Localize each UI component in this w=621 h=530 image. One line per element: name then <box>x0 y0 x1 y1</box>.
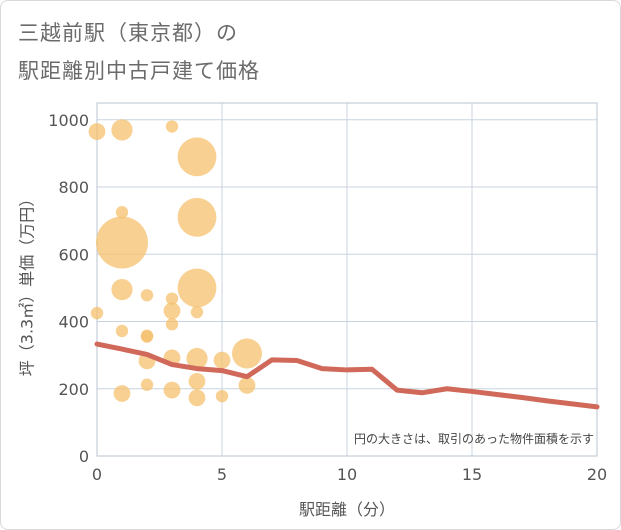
bubble-point <box>188 389 206 407</box>
bubble-point <box>163 381 181 399</box>
y-tick-label: 0 <box>79 447 89 466</box>
bubble-point <box>165 292 179 305</box>
bubble-point <box>177 268 217 308</box>
grid <box>96 103 598 457</box>
y-tick-label: 400 <box>58 313 89 332</box>
bubble-point <box>190 305 204 319</box>
x-tick-label: 5 <box>217 465 227 484</box>
y-tick-label: 600 <box>58 245 89 264</box>
bubble-point <box>238 377 256 394</box>
bubble-point <box>140 330 154 343</box>
bubble-point <box>186 347 208 370</box>
bubble-point <box>165 120 179 133</box>
x-tick-label: 20 <box>587 465 607 484</box>
chart-title-line1: 三越前駅（東京都）の <box>18 21 238 45</box>
bubble-point <box>90 306 104 320</box>
bubble-size-note: 円の大きさは、取引のあった物件面積を示す <box>354 431 594 446</box>
x-axis-title: 駅距離（分） <box>299 500 395 519</box>
chart-title-line2: 駅距離別中古戸建て価格 <box>18 59 260 83</box>
x-tick-label: 0 <box>92 465 102 484</box>
bubble-point <box>177 197 217 237</box>
bubble-point <box>163 302 181 320</box>
bubble-point <box>115 206 129 219</box>
bubble-point <box>96 216 148 269</box>
bubble-point <box>215 389 229 403</box>
bubble-point <box>140 289 154 302</box>
bubble-point <box>111 119 133 141</box>
average-price-line <box>94 341 600 410</box>
bubble-point <box>111 278 133 301</box>
bubble-point <box>113 385 131 402</box>
y-tick-label: 800 <box>58 178 89 197</box>
bubble-point <box>140 378 154 391</box>
plot-frame <box>96 102 598 457</box>
bubble-point <box>165 318 179 331</box>
bubble-point <box>177 137 217 177</box>
bubble-point <box>188 372 206 390</box>
y-tick-label: 1000 <box>48 111 89 130</box>
line-layer <box>94 341 600 410</box>
bubble-point <box>88 123 106 140</box>
x-tick-label: 15 <box>462 465 482 484</box>
x-tick-label: 10 <box>337 465 357 484</box>
bubble-point <box>213 351 231 369</box>
y-axis-title: 坪（3.3㎡）単価（万円） <box>18 191 37 376</box>
y-tick-label: 200 <box>58 380 89 399</box>
bubble-point <box>115 324 129 338</box>
bubble-point <box>232 338 262 369</box>
